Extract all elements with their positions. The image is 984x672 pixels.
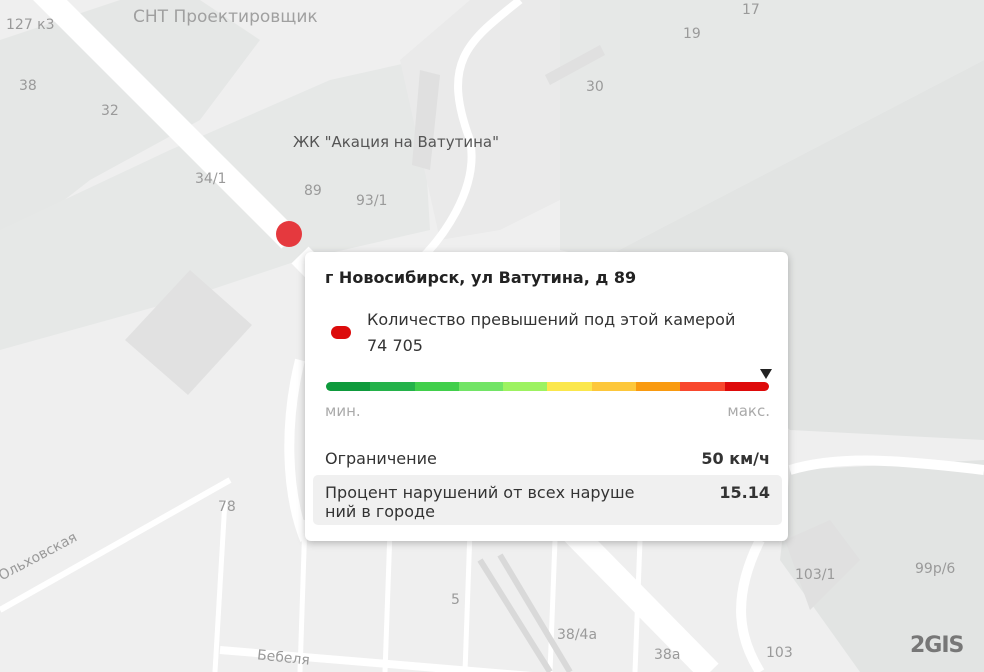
violation-percent-row: Процент нарушений от всех наруше ний в г… — [313, 475, 782, 525]
map-label: СНТ Проектировщик — [133, 7, 318, 27]
scale-segment — [724, 382, 769, 391]
speed-limit-value: 50 км/ч — [701, 449, 770, 468]
2gis-logo[interactable]: 2GIS — [910, 633, 964, 658]
speed-limit-row: Ограничение 50 км/ч — [325, 449, 770, 468]
scale-segment — [414, 382, 459, 391]
scale-segment — [591, 382, 637, 391]
map-label: 5 — [451, 592, 460, 608]
scale-min-label: мин. — [325, 402, 361, 420]
map-label: 78 — [218, 499, 236, 515]
map-label: 38 — [19, 78, 37, 94]
map-label: 93/1 — [356, 193, 388, 209]
forest-area — [0, 0, 260, 250]
map-label: 103 — [766, 645, 793, 661]
map-label: 30 — [586, 79, 604, 95]
map-label: 99р/6 — [915, 561, 956, 577]
violation-percent-value: 15.14 — [719, 483, 770, 502]
map-label: 38а — [654, 647, 681, 663]
scale-segment — [547, 382, 592, 391]
scale-segment — [326, 382, 371, 391]
violations-count-value: 74 705 — [367, 336, 423, 355]
scale-segment — [458, 382, 504, 391]
forest-area — [0, 60, 430, 350]
map-label: 127 к3 — [6, 17, 55, 33]
violation-level-indicator — [331, 326, 351, 339]
map-label: 103/1 — [795, 567, 836, 583]
speed-limit-label: Ограничение — [325, 449, 437, 468]
map-label: 17 — [742, 2, 760, 18]
scale-segment — [636, 382, 681, 391]
violation-scale-bar — [326, 382, 769, 391]
forest-area — [560, 0, 984, 260]
map-label: 32 — [101, 103, 119, 119]
scale-segment — [503, 382, 548, 391]
scale-segment — [680, 382, 725, 391]
building — [125, 270, 252, 395]
building — [785, 520, 860, 610]
violations-count-label: Количество превышений под этой камерой — [367, 310, 736, 329]
camera-info-popup: г Новосибирск, ул Ватутина, д 89 Количес… — [305, 252, 788, 541]
map-label: 19 — [683, 26, 701, 42]
violation-percent-label: Процент нарушений от всех наруше ний в г… — [325, 483, 635, 521]
scale-segment — [370, 382, 415, 391]
map-label-zhk: ЖК "Акация на Ватутина" — [293, 133, 499, 151]
forest-area — [600, 60, 984, 672]
road-vatutina — [33, 0, 299, 249]
camera-marker[interactable] — [276, 221, 302, 247]
popup-address-title: г Новосибирск, ул Ватутина, д 89 — [325, 268, 637, 287]
map-label: 34/1 — [195, 171, 227, 187]
scale-max-label: макс. — [727, 402, 770, 420]
map-label: 89 — [304, 183, 322, 199]
map-label: 38/4а — [557, 627, 598, 643]
scale-pointer-icon — [760, 369, 772, 379]
